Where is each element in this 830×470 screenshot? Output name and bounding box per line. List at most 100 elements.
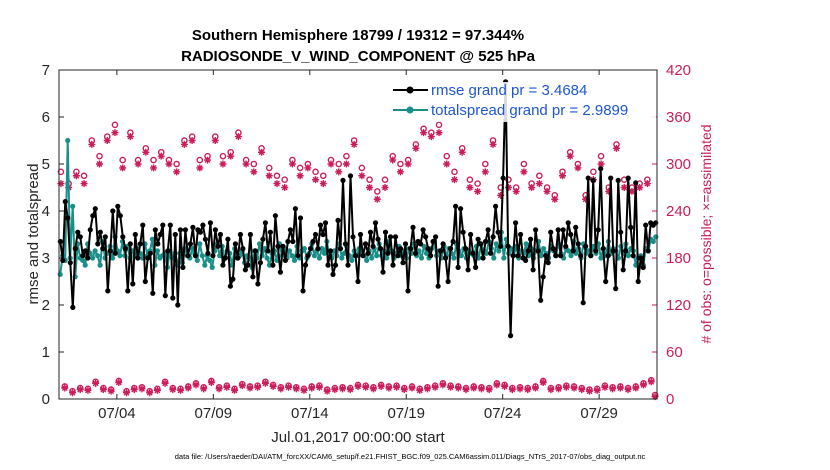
totalspread-point: [117, 253, 123, 259]
obs-assimilated-point: [389, 156, 397, 164]
rmse-point: [643, 222, 649, 228]
axes-box: [58, 69, 658, 400]
rmse-point: [315, 246, 321, 252]
rmse-point: [322, 220, 329, 226]
obs-assimilated-point: [142, 148, 150, 156]
obs-assimilated-point: [346, 386, 354, 394]
obs-assimilated-point: [566, 152, 574, 160]
obs-assimilated-point: [188, 137, 196, 144]
rmse-point: [100, 246, 106, 252]
obs-assimilated-point: [539, 379, 547, 387]
obs-assimilated-point: [250, 168, 258, 176]
obs-possible-point: [250, 160, 258, 168]
obs-assimilated-point: [477, 385, 485, 393]
rmse-point: [142, 278, 148, 285]
obs-assimilated-point: [169, 386, 177, 394]
rmse-point: [152, 227, 158, 233]
rmse-point: [483, 238, 489, 245]
obs-assimilated-point: [501, 382, 509, 390]
obs-possible-point: [451, 168, 458, 176]
rmse-point: [590, 177, 596, 183]
rmse-point: [157, 231, 163, 238]
rmse-point: [433, 234, 439, 240]
obs-assimilated-point: [485, 386, 493, 394]
rmse-point: [445, 278, 451, 285]
rmse-point: [147, 250, 153, 256]
obs-assimilated-point: [462, 386, 470, 394]
obs-assimilated-point: [153, 386, 161, 394]
rmse-point: [560, 227, 566, 233]
obs-assimilated-point: [508, 386, 516, 394]
rmse-point: [107, 248, 113, 254]
rmse-point: [215, 243, 221, 249]
rmse-point: [448, 246, 454, 252]
obs-possible-point: [219, 152, 227, 160]
rmse-point: [345, 262, 351, 268]
rmse-point: [540, 274, 546, 280]
totalspread-point: [491, 255, 497, 261]
rmse-point: [67, 260, 73, 266]
rmse-point: [548, 229, 554, 235]
obs-assimilated-point: [269, 382, 277, 390]
obs-assimilated-point: [651, 393, 659, 401]
rmse-point: [397, 246, 404, 252]
rmse-point: [102, 234, 108, 240]
rmse-point: [568, 231, 574, 238]
obs-assimilated-point: [265, 172, 273, 180]
obs-possible-point: [366, 176, 373, 183]
obs-assimilated-point: [647, 378, 655, 386]
rmse-point: [277, 269, 283, 275]
y2-tick-label: 120: [666, 297, 691, 314]
rmse-point: [225, 236, 231, 242]
y2-tick-label: 300: [666, 156, 691, 173]
rmse-point: [460, 229, 466, 235]
obs-assimilated-point: [385, 384, 393, 392]
rmse-point: [395, 253, 401, 259]
rmse-point: [400, 260, 406, 266]
obs-assimilated-point: [512, 187, 520, 195]
rmse-point: [438, 248, 444, 254]
rmse-point: [257, 260, 263, 266]
obs-assimilated-point: [261, 379, 269, 387]
obs-assimilated-point: [254, 383, 262, 391]
totalspread-point: [311, 253, 317, 259]
y2-ticks: 0 60 120 180 240 300 360 420: [652, 62, 691, 408]
rmse-point: [252, 248, 258, 254]
obs-assimilated-point: [366, 184, 374, 191]
rmse-point: [205, 250, 211, 256]
rmse-point: [372, 220, 379, 226]
legend-rmse-label: rmse grand pr = 3.4684: [431, 82, 587, 99]
obs-assimilated-point: [427, 133, 435, 141]
x-ticks: 07/04 07/09 07/14 07/19 07/24 07/29: [98, 70, 618, 422]
rmse-point: [140, 222, 146, 228]
rmse-point: [645, 248, 651, 254]
legend-spread-marker: [406, 106, 414, 114]
rmse-point: [640, 264, 646, 270]
obs-assimilated-point: [412, 144, 420, 152]
rmse-point: [230, 276, 236, 282]
rmse-point: [310, 238, 316, 245]
obs-assimilated-point: [393, 383, 401, 391]
obs-assimilated-point: [57, 180, 65, 188]
rmse-point: [402, 241, 409, 247]
obs-possible-point: [335, 160, 343, 168]
rmse-point: [435, 283, 441, 289]
rmse-point: [217, 231, 223, 238]
obs-assimilated-point: [76, 386, 84, 394]
rmse-point: [615, 177, 621, 183]
obs-assimilated-point: [377, 382, 385, 390]
rmse-point: [237, 231, 243, 238]
totalspread-point: [321, 250, 327, 256]
rmse-point: [425, 246, 431, 252]
rmse-point: [430, 238, 436, 245]
obs-assimilated-point: [177, 386, 185, 394]
data-file-footnote: data file: /Users/raeder/DAI/ATM_forcXX/…: [175, 452, 646, 461]
obs-possible-point: [482, 160, 489, 168]
obs-assimilated-point: [69, 389, 77, 397]
obs-assimilated-point: [234, 133, 242, 141]
rmse-point: [525, 248, 531, 254]
rmse-point: [580, 300, 586, 306]
obs-assimilated-point: [92, 379, 100, 387]
rmse-point: [608, 175, 614, 181]
obs-assimilated-point: [227, 152, 235, 160]
